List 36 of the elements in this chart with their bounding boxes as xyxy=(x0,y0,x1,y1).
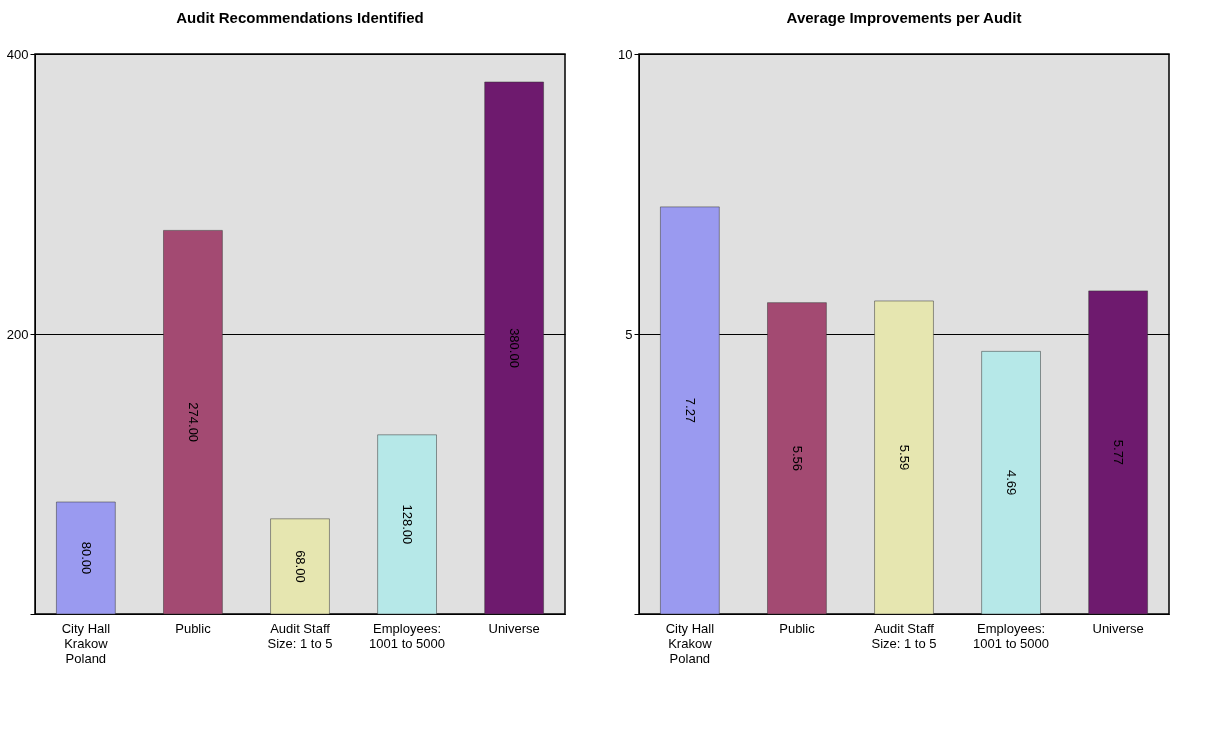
bar xyxy=(56,501,116,615)
bar xyxy=(660,206,720,615)
data-label: 80.00 xyxy=(78,541,94,575)
chart-title: Audit Recommendations Identified xyxy=(176,9,424,26)
x-tick-label: Universe xyxy=(1092,620,1144,636)
y-tick-label: 5 xyxy=(625,326,633,342)
x-tick-label: Employees: 1001 to 5000 xyxy=(369,620,446,651)
x-tick-label: Universe xyxy=(488,620,540,636)
y-tick-label: 400 xyxy=(6,46,29,62)
y-tick-label: 10 xyxy=(618,46,633,62)
x-tick-label: City Hall Krakow Poland xyxy=(61,620,111,666)
x-tick-label: Employees: 1001 to 5000 xyxy=(973,620,1050,651)
bar xyxy=(484,81,544,615)
data-label: 4.69 xyxy=(1004,470,1020,496)
bar xyxy=(1088,290,1148,615)
y-tick-label: 200 xyxy=(6,326,29,342)
x-tick-label: Public xyxy=(779,620,816,636)
data-label: 7.27 xyxy=(682,397,698,424)
data-label: 380.00 xyxy=(507,328,523,368)
chart-title: Average Improvements per Audit xyxy=(786,9,1022,26)
data-label: 68.00 xyxy=(293,550,308,583)
data-label: 274.00 xyxy=(185,402,201,443)
data-label: 5.59 xyxy=(897,444,912,471)
bar xyxy=(874,300,934,615)
data-label: 5.77 xyxy=(1111,439,1127,466)
x-tick-label: City Hall Krakow Poland xyxy=(665,620,715,666)
data-label: 128.00 xyxy=(400,504,416,545)
x-tick-label: Public xyxy=(175,620,212,636)
x-tick-label: Audit Staff Size: 1 to 5 xyxy=(871,620,937,651)
bar xyxy=(981,351,1041,615)
bar xyxy=(767,302,827,615)
data-label: 5.56 xyxy=(789,445,805,471)
bar xyxy=(377,434,437,615)
bar xyxy=(163,230,223,615)
x-tick-label: Audit Staff Size: 1 to 5 xyxy=(267,620,333,651)
bar xyxy=(270,518,330,615)
